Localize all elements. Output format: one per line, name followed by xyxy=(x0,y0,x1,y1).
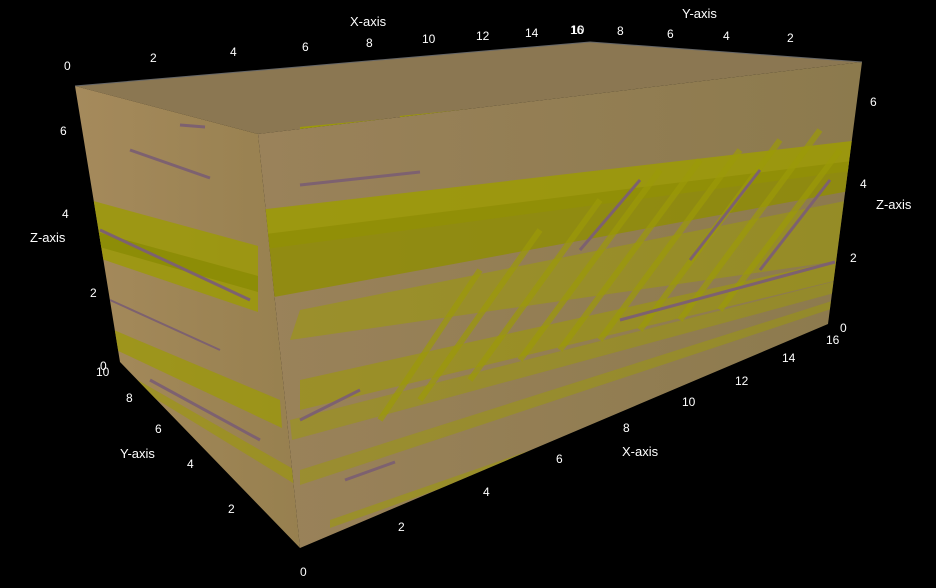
top-x-tick: 2 xyxy=(150,51,157,65)
bottom-y-axis-ticks: 10 8 6 4 2 0 xyxy=(96,365,307,579)
bottom-x-axis-title: X-axis xyxy=(622,444,659,459)
top-x-tick: 8 xyxy=(366,36,373,50)
top-y-tick: 10 xyxy=(571,23,585,37)
bottom-x-tick: 10 xyxy=(682,395,696,409)
right-z-axis-ticks: 6 4 2 0 xyxy=(840,95,877,335)
left-z-tick: 6 xyxy=(60,124,67,138)
right-z-tick: 4 xyxy=(860,177,867,191)
top-x-tick: 12 xyxy=(476,29,490,43)
top-face xyxy=(75,42,862,134)
left-z-axis-title: Z-axis xyxy=(30,230,66,245)
top-x-tick: 0 xyxy=(64,59,71,73)
right-z-tick: 0 xyxy=(840,321,847,335)
bottom-x-tick: 12 xyxy=(735,374,749,388)
top-x-tick: 14 xyxy=(525,26,539,40)
top-x-tick: 6 xyxy=(302,40,309,54)
bottom-x-tick: 8 xyxy=(623,421,630,435)
top-x-tick: 4 xyxy=(230,45,237,59)
right-z-axis-title: Z-axis xyxy=(876,197,912,212)
left-z-tick: 0 xyxy=(100,359,107,373)
top-y-tick: 2 xyxy=(787,31,794,45)
bottom-y-tick: 10 xyxy=(96,365,110,379)
bottom-x-tick: 2 xyxy=(398,520,405,534)
top-y-axis-ticks: 10 8 6 4 2 xyxy=(571,23,794,45)
left-face-strata xyxy=(75,123,298,486)
right-z-tick: 2 xyxy=(850,251,857,265)
bottom-y-tick: 4 xyxy=(187,457,194,471)
bottom-x-tick: 4 xyxy=(483,485,490,499)
top-x-axis-title: X-axis xyxy=(350,14,387,29)
top-y-tick: 8 xyxy=(617,24,624,38)
right-z-tick: 6 xyxy=(870,95,877,109)
tick-marks xyxy=(74,41,863,87)
left-z-tick: 2 xyxy=(90,286,97,300)
top-y-tick: 4 xyxy=(723,29,730,43)
top-x-axis-ticks: 0 2 4 6 8 10 12 14 16 xyxy=(64,23,584,73)
bottom-y-axis-title: Y-axis xyxy=(120,446,155,461)
front-face-strata xyxy=(258,128,860,528)
top-x-tick: 16 xyxy=(570,23,584,37)
bottom-x-tick: 16 xyxy=(826,333,840,347)
bottom-x-axis-ticks: 2 4 6 8 10 12 14 16 xyxy=(398,333,840,534)
bottom-y-tick: 6 xyxy=(155,422,162,436)
bottom-y-tick: 8 xyxy=(126,391,133,405)
bottom-x-tick: 14 xyxy=(782,351,796,365)
top-y-axis-title: Y-axis xyxy=(682,6,717,21)
bottom-x-tick: 6 xyxy=(556,452,563,466)
left-z-tick: 4 xyxy=(62,207,69,221)
top-x-tick: 10 xyxy=(422,32,436,46)
top-y-tick: 6 xyxy=(667,27,674,41)
bottom-y-tick: 0 xyxy=(300,565,307,579)
bottom-y-tick: 2 xyxy=(228,502,235,516)
left-z-axis-ticks: 6 4 2 0 xyxy=(60,124,107,373)
